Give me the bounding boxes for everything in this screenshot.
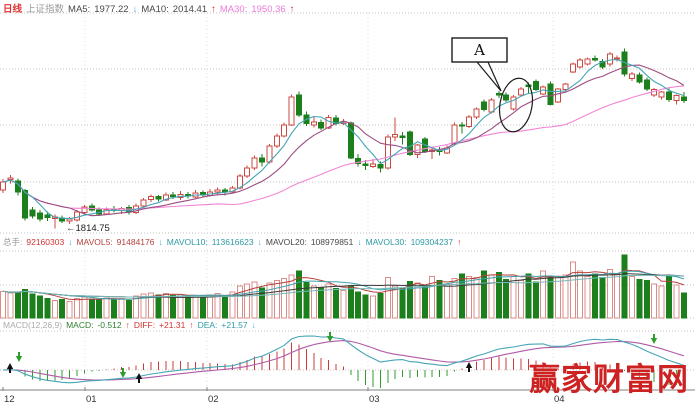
mavol5-value: 91484176	[116, 237, 155, 247]
callout-pointer	[475, 61, 502, 92]
callout-box	[451, 37, 508, 63]
volume-down-arrow-icon: ↓	[68, 237, 73, 247]
diff-label: DIFF:	[133, 320, 156, 330]
annotations: ←1814.75 A	[66, 37, 534, 234]
ma-lines	[2, 59, 685, 220]
volume-pane-header: 总手: 92160303 ↓ MAVOL5: 91484176 ↓ MAVOL10: 1136…	[3, 236, 465, 248]
macd-value: -0.512	[97, 320, 122, 330]
period-selector[interactable]: 日线	[3, 4, 23, 15]
ma30-up-arrow-icon: ↑	[289, 4, 295, 15]
volume-label: 总手:	[3, 237, 23, 247]
highlight-ellipse	[498, 77, 534, 133]
mavol30-value: 109304237	[410, 237, 454, 247]
macd-pane	[2, 335, 685, 388]
low-price-label: ←1814.75	[66, 223, 110, 234]
macd-label: MACD:	[66, 320, 94, 330]
month-label: 02	[208, 394, 219, 405]
time-axis: 12 01 02 03 04	[0, 387, 695, 405]
macd-signal-arrows	[6, 332, 658, 383]
volume-bars	[0, 254, 687, 319]
price-pane-header: 日线 上证指数 MA5: 1977.22 ↓ MA10: 2014.41 ↑ MA30: 1950…	[3, 1, 298, 15]
diff-up-arrow-icon: ↑	[189, 320, 194, 330]
index-name: 上证指数	[26, 4, 65, 15]
mavol10-label: MAVOL10:	[166, 237, 208, 247]
ma10-value: 2014.41	[172, 4, 208, 15]
mavol20-label: MAVOL20:	[265, 237, 307, 247]
mavol30-label: MAVOL30:	[365, 237, 407, 247]
mavol5-down-arrow-icon: ↓	[158, 237, 163, 247]
diff-value: +21.31	[159, 320, 186, 330]
mavol30-up-arrow-icon: ↑	[457, 237, 462, 247]
watermark: 赢家财富网	[529, 362, 689, 398]
month-label: 04	[554, 394, 565, 405]
dea-label: DEA:	[197, 320, 218, 330]
volume-value: 92160303	[26, 237, 65, 247]
volume-ma-lines	[2, 269, 684, 301]
ma5-label: MA5:	[68, 4, 91, 15]
macd-up-arrow-icon: ↑	[125, 320, 130, 330]
month-label: 12	[4, 394, 15, 405]
mavol5-label: MAVOL5:	[76, 237, 113, 247]
ma30-value: 1950.36	[251, 4, 286, 15]
callout-label: A	[473, 41, 485, 59]
mavol20-down-arrow-icon: ↓	[357, 237, 362, 247]
mavol10-down-arrow-icon: ↓	[257, 237, 262, 247]
ma10-label: MA10:	[141, 4, 169, 15]
candlesticks	[0, 48, 687, 229]
ma5-down-arrow-icon: ↓	[132, 4, 138, 15]
ma10-up-arrow-icon: ↑	[211, 4, 216, 15]
month-label: 01	[86, 394, 97, 405]
ma5-value: 1977.22	[94, 4, 129, 15]
mavol10-value: 113616623	[211, 237, 254, 247]
dea-down-arrow-icon: ↓	[251, 320, 256, 330]
macd-indicator-name: MACD(12,26,9)	[3, 320, 63, 330]
dea-value: +21.57	[221, 320, 248, 330]
mavol20-value: 108979851	[310, 237, 354, 247]
macd-pane-header: MACD(12,26,9) MACD: -0.512 ↑ DIFF: +21.31 ↑ DEA…	[3, 320, 260, 330]
month-label: 03	[369, 394, 380, 405]
ma30-label: MA30:	[219, 4, 248, 15]
